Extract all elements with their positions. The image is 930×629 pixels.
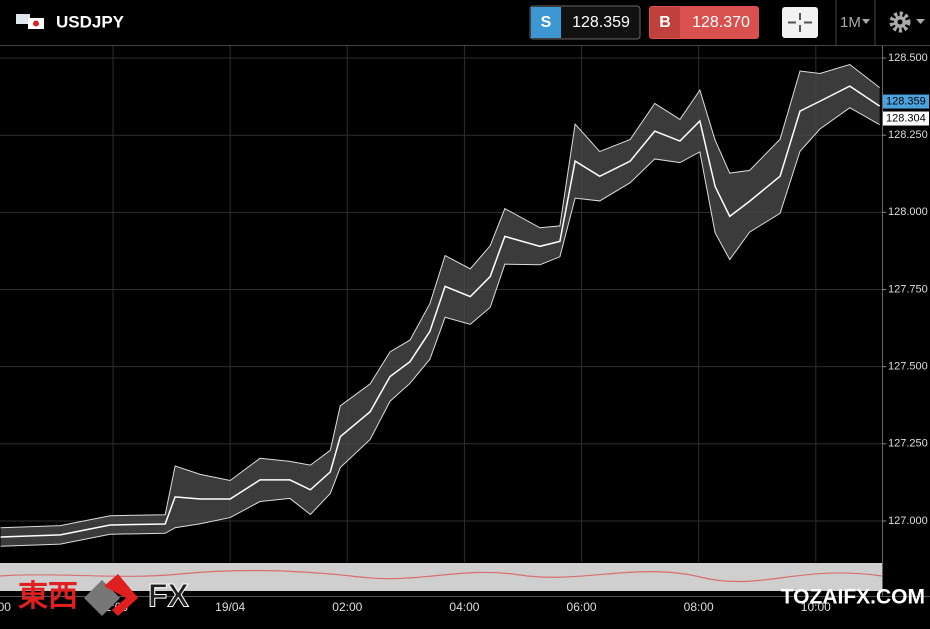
price-tag-label: 128.304 (886, 112, 926, 124)
gear-hole[interactable] (897, 19, 903, 25)
y-tick-label: 127.250 (888, 438, 928, 450)
price-tag (883, 111, 929, 126)
sell-price[interactable]: 128.359 (572, 14, 630, 31)
y-tick-label: 128.250 (888, 129, 928, 141)
y-tick-label: 128.000 (888, 206, 928, 218)
x-tick-label: 06:00 (567, 600, 597, 614)
x-tick-label: 10:00 (801, 600, 831, 614)
header: USDJPY S 128.359 B 128.370 1M (0, 0, 930, 46)
gear-teeth[interactable] (889, 11, 911, 33)
band-upper (0, 63, 880, 529)
flag-us (16, 14, 30, 24)
y-tick-label: 128.500 (888, 52, 928, 64)
y-tick-label: 127.000 (888, 515, 928, 527)
buy-price[interactable]: 128.370 (692, 14, 750, 31)
site-name: TOZAIFX.COM (781, 586, 925, 609)
settings-button[interactable] (889, 11, 925, 33)
crosshair-button[interactable] (782, 7, 818, 38)
price-tag (883, 94, 929, 109)
y-tick-label: 127.750 (888, 283, 928, 295)
plot (0, 63, 881, 547)
band-lower (0, 107, 880, 547)
x-tick-label: 19/04 (215, 600, 245, 614)
axes: 127.000 127.250 127.500 127.750 128.000 128.2… (0, 52, 929, 614)
settings-caret[interactable] (916, 19, 925, 24)
buy-button[interactable]: B 128.370 (649, 6, 759, 39)
symbol: USDJPY (56, 12, 125, 31)
buy-label[interactable]: B (659, 14, 671, 31)
price-line (0, 85, 881, 538)
flag-jp-dot (33, 20, 39, 27)
crosshair-icon[interactable] (788, 13, 812, 32)
buy-tag[interactable] (650, 7, 680, 38)
sell-button[interactable]: S 128.359 (529, 5, 641, 40)
timeframe-caret[interactable] (862, 19, 870, 24)
logo-cjk: 東西 (18, 580, 78, 613)
timeframe[interactable]: 1M (840, 14, 861, 31)
x-tick-label: 20:00 (0, 600, 11, 614)
crosshair-box[interactable] (782, 7, 818, 38)
sell-tag[interactable] (531, 7, 561, 38)
sell-label[interactable]: S (541, 14, 552, 31)
x-tick-label: 08:00 (684, 600, 714, 614)
x-tick-label: 02:00 (332, 600, 362, 614)
logo-arrow (104, 574, 138, 616)
x-tick-label: 04:00 (449, 600, 479, 614)
watermark: 東西 FX TOZAIFX.COM (18, 574, 925, 616)
logo-fx: FX (148, 577, 190, 613)
indicator-line (0, 569, 883, 583)
y-tick-label: 127.500 (888, 361, 928, 373)
price-tag-label: 128.359 (886, 95, 926, 107)
indicator-panel (0, 563, 882, 591)
band-area (0, 64, 880, 547)
